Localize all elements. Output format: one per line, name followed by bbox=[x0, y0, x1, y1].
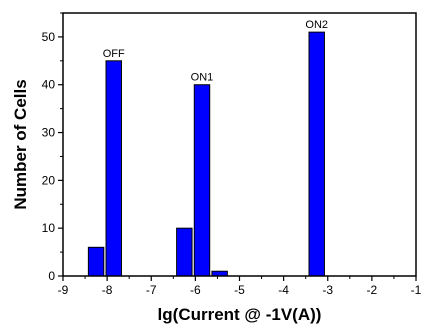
bars bbox=[87, 31, 325, 277]
y-tick-label: 0 bbox=[48, 269, 55, 283]
y-tick-label: 20 bbox=[42, 173, 56, 187]
y-tick-label: 10 bbox=[42, 221, 56, 235]
y-tick-label: 40 bbox=[42, 78, 56, 92]
x-tick-label: -3 bbox=[322, 283, 333, 297]
bar-5 bbox=[308, 31, 325, 277]
x-tick-label: -4 bbox=[278, 283, 289, 297]
x-axis-title: lg(Current @ -1V(A)) bbox=[158, 305, 322, 324]
ticks: -9 -8 -7 -6 -5 -4 -3 -2 -1 0 10 20 30 40 50 bbox=[42, 12, 422, 297]
x-tick-label: -6 bbox=[190, 283, 201, 297]
x-tick-label: -2 bbox=[367, 283, 378, 297]
y-tick-label: 30 bbox=[42, 126, 56, 140]
x-tick-label: -5 bbox=[234, 283, 245, 297]
annotations: OFF ON1 ON2 bbox=[103, 19, 328, 84]
bar-1 bbox=[105, 60, 122, 277]
x-tick-label: -7 bbox=[146, 283, 157, 297]
annotation-on2: ON2 bbox=[305, 19, 328, 31]
annotation-off: OFF bbox=[103, 48, 125, 60]
bar-0 bbox=[87, 246, 105, 277]
x-tick-label: -9 bbox=[58, 283, 69, 297]
y-axis-title: Number of Cells bbox=[11, 79, 30, 209]
bar-2 bbox=[176, 227, 193, 277]
x-tick-label: -8 bbox=[102, 283, 113, 297]
annotation-on1: ON1 bbox=[191, 72, 214, 84]
x-tick-label: -1 bbox=[411, 283, 422, 297]
bar-3 bbox=[193, 84, 211, 277]
y-tick-label: 50 bbox=[42, 30, 56, 44]
